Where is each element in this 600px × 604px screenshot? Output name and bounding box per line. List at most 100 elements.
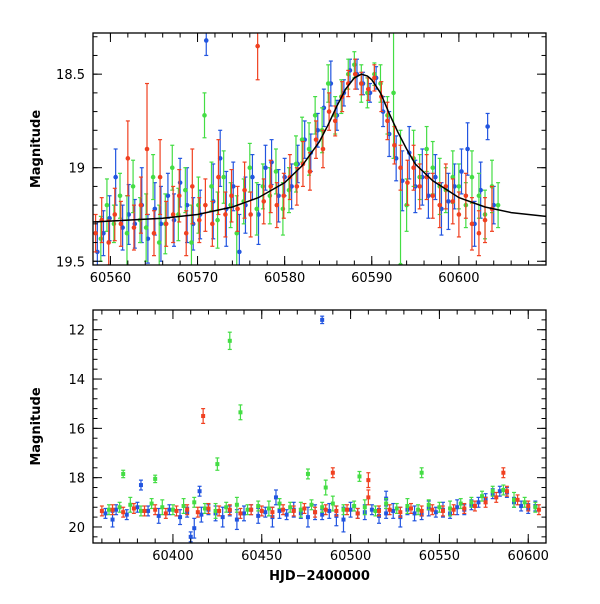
data-point (138, 483, 143, 488)
data-point (131, 225, 137, 230)
data-point (201, 414, 206, 419)
data-point (249, 507, 254, 512)
data-point (357, 474, 362, 479)
data-point (469, 221, 475, 227)
data-point (151, 230, 157, 236)
data-point (294, 184, 300, 189)
data-point (377, 508, 382, 513)
data-point (398, 165, 403, 171)
data-point (392, 142, 397, 148)
data-point (504, 489, 509, 494)
data-point (248, 212, 253, 217)
data-point (515, 497, 520, 502)
data-point (320, 146, 326, 152)
data-point (519, 504, 524, 509)
data-point (143, 225, 149, 230)
data-point (307, 169, 313, 174)
data-point (110, 517, 115, 522)
data-point (210, 221, 215, 227)
data-point (121, 510, 126, 515)
data-point (234, 517, 239, 522)
data-point (497, 489, 502, 494)
data-point (485, 124, 490, 129)
data-point (170, 507, 175, 512)
data-point (412, 511, 417, 516)
data-point (512, 497, 517, 502)
data-point (384, 511, 389, 516)
data-point (282, 174, 287, 180)
data-point (369, 507, 374, 512)
data-point (196, 202, 201, 208)
data-point (480, 494, 485, 499)
data-point (306, 146, 312, 152)
data-point (256, 513, 261, 518)
data-point (103, 511, 108, 516)
data-point (424, 146, 429, 152)
x-axis-title: HJD−2400000 (269, 569, 370, 584)
data-point (536, 507, 541, 512)
data-point (299, 137, 305, 142)
data-point (229, 193, 234, 199)
data-point (463, 193, 469, 199)
data-point (163, 221, 169, 227)
data-point (177, 180, 183, 185)
data-point (450, 174, 456, 180)
data-point (181, 504, 186, 509)
data-point (446, 199, 451, 204)
data-point (131, 506, 136, 511)
data-point (284, 512, 289, 517)
data-point (107, 215, 112, 221)
y-tick-label: 16 (68, 422, 85, 437)
data-point (277, 501, 282, 506)
data-point (110, 507, 115, 512)
data-point (242, 511, 246, 516)
data-point (476, 230, 482, 236)
data-point (456, 212, 462, 217)
data-point (235, 206, 240, 212)
data-point (273, 169, 279, 174)
data-point (430, 165, 436, 171)
data-point (99, 508, 104, 513)
plot-area (99, 315, 541, 543)
data-point (394, 506, 399, 511)
data-point (98, 236, 104, 242)
y-tick-label: 18.5 (56, 68, 85, 83)
data-point (171, 217, 177, 223)
data-point (170, 212, 176, 217)
data-point (206, 506, 211, 511)
data-point (256, 504, 261, 509)
data-point (117, 193, 123, 199)
data-point (138, 508, 143, 513)
data-point (153, 476, 158, 481)
data-point (152, 206, 158, 212)
data-point (309, 502, 314, 507)
x-tick-label: 60560 (90, 271, 131, 286)
data-point (223, 212, 228, 217)
data-point (188, 534, 193, 539)
data-point (273, 495, 278, 500)
data-point (267, 193, 273, 199)
data-point (104, 202, 110, 208)
data-point (197, 489, 202, 494)
data-point (465, 146, 470, 152)
data-point (450, 199, 456, 204)
data-point (419, 470, 424, 475)
data-point (405, 504, 410, 509)
data-point (373, 508, 378, 513)
data-point (288, 505, 293, 510)
data-point (160, 505, 165, 510)
data-point (320, 505, 325, 510)
data-point (156, 240, 162, 245)
data-point (291, 508, 296, 513)
data-point (234, 502, 239, 507)
data-point (298, 507, 303, 512)
data-point (345, 507, 350, 512)
data-point (430, 507, 435, 512)
data-point (398, 510, 403, 515)
data-point (433, 174, 438, 180)
data-point (93, 230, 98, 236)
data-point (455, 505, 460, 510)
data-point (130, 184, 136, 189)
data-point (286, 187, 292, 193)
